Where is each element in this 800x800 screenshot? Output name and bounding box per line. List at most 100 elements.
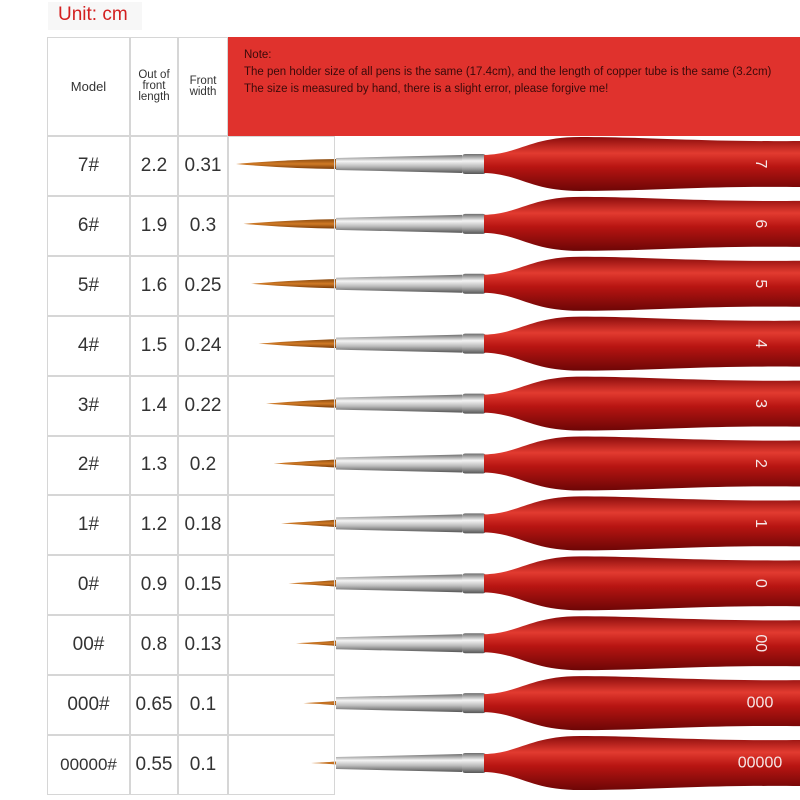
handle-label: 00000 [738,754,783,771]
handle [484,556,800,611]
model-cell: 1# [47,495,130,556]
model-cell: 0# [47,555,130,616]
handle [484,376,800,431]
length-cell: 1.3 [130,435,178,496]
ferrule [336,394,462,413]
width-cell: 0.24 [178,315,228,376]
model-cell: 3# [47,375,130,436]
blank-cell [228,675,335,736]
brush-tip [303,699,342,707]
ferrule-ring [462,753,486,774]
length-cell: 1.6 [130,255,178,316]
handle [484,496,800,551]
width-cell: 0.13 [178,615,228,676]
blank-cell [228,315,335,376]
brush-tip [243,219,338,229]
model-cell: 00# [47,615,130,676]
model-cell: 6# [47,195,130,256]
handle [484,196,800,251]
handle-label: 1 [752,519,769,528]
note-line: The size is measured by hand, there is a… [244,83,609,95]
ferrule-ring [462,513,486,534]
brush-tip [236,158,338,169]
handle [484,256,800,311]
ferrule-ring [462,273,486,294]
model-cell: 5# [47,255,130,316]
width-cell: 0.31 [178,136,228,196]
length-cell: 0.9 [130,555,178,616]
width-cell: 0.1 [178,675,228,736]
handle-label: 5 [752,279,769,288]
model-cell: 000# [47,675,130,736]
length-cell: 0.55 [130,735,178,795]
ferrule [336,454,462,473]
length-cell: 0.65 [130,675,178,736]
brush-tip [288,579,339,587]
ferrule [336,214,462,233]
handle [484,616,800,671]
length-cell: 1.2 [130,495,178,556]
handle [484,736,800,791]
brush-tip [251,279,338,289]
ferrule [336,634,462,653]
ferrule-ring [462,693,486,714]
width-cell: 0.1 [178,735,228,795]
brush-tip [281,519,338,528]
blank-cell [228,555,335,616]
width-cell: 0.18 [178,495,228,556]
length-cell: 2.2 [130,136,178,196]
handle [484,436,800,491]
blank-cell [228,375,335,436]
blank-cell [228,136,335,196]
note-line: The pen holder size of all pens is the s… [244,66,772,78]
length-cell: 1.4 [130,375,178,436]
handle-label: 6 [752,219,769,228]
ferrule [336,154,462,173]
brush-tip [311,760,346,767]
model-cell: 4# [47,315,130,376]
width-cell: 0.15 [178,555,228,616]
handle-label: 2 [752,459,769,468]
blank-cell [228,195,335,256]
handle [484,316,800,371]
width-cell: 0.2 [178,435,228,496]
ferrule-ring [462,453,486,474]
handle-label: 000 [747,694,774,711]
note-box: Note: The pen holder size of all pens is … [228,37,800,136]
ferrule [336,274,462,293]
unit-label: Unit: cm [48,2,142,30]
model-cell: 2# [47,435,130,496]
handle-label: 0 [752,579,769,588]
length-cell: 0.8 [130,615,178,676]
blank-cell [228,615,335,676]
ferrule-ring [462,153,486,174]
blank-cell [228,435,335,496]
brush-tip [273,459,338,468]
ferrule [336,334,462,353]
note-line: Note: [244,49,272,61]
handle-label: 7 [752,160,769,169]
blank-cell [228,495,335,556]
handle [484,136,800,191]
brush-tip [266,399,338,408]
width-cell: 0.3 [178,195,228,256]
length-cell: 1.5 [130,315,178,376]
handle-label: 3 [752,399,769,408]
header-cell: Front width [178,37,228,136]
width-cell: 0.25 [178,255,228,316]
ferrule-ring [462,573,486,594]
blank-cell [228,735,335,795]
ferrule [336,754,462,773]
header-cell: Model [47,37,130,136]
handle-label: 00 [752,634,769,652]
length-cell: 1.9 [130,195,178,256]
handle-label: 4 [752,339,769,348]
ferrule-ring [462,633,486,654]
ferrule-ring [462,333,486,354]
width-cell: 0.22 [178,375,228,436]
handle [484,676,800,731]
ferrule-ring [462,213,486,234]
brush-tip [296,639,340,647]
